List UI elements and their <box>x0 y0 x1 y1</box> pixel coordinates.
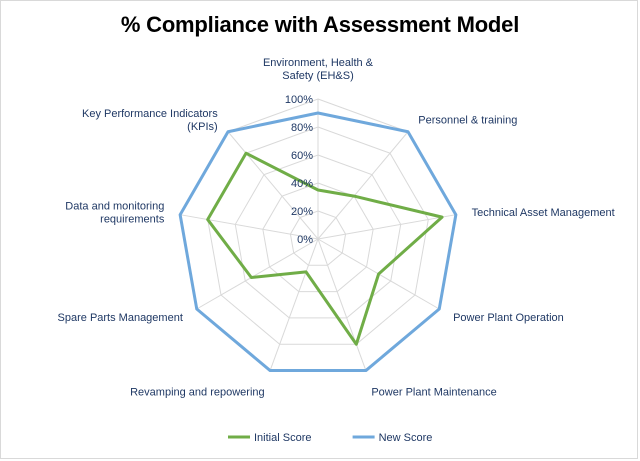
series-line-new-score <box>178 111 458 373</box>
category-label: Personnel & training <box>418 114 517 126</box>
grid-spoke <box>317 214 456 240</box>
tick-label: 60% <box>291 150 313 162</box>
grid-ring <box>289 210 347 266</box>
tick-label: 20% <box>291 206 313 218</box>
category-label: Technical Asset Management <box>472 207 615 219</box>
category-label: Spare Parts Management <box>58 312 183 324</box>
grid-spoke <box>317 238 367 371</box>
tick-label: 100% <box>285 94 313 106</box>
tick-label: 0% <box>297 234 313 246</box>
tick-label: 80% <box>291 122 313 134</box>
category-label: Environment, Health & Safety (EH&S) <box>263 57 374 82</box>
legend-label: New Score <box>379 432 433 444</box>
grid-spoke <box>180 214 319 240</box>
grid-spoke <box>317 131 409 240</box>
grid-ring <box>234 154 402 319</box>
series-line-initial-score <box>206 151 444 346</box>
category-label: Revamping and repowering <box>130 387 265 399</box>
category-label: Power Plant Maintenance <box>371 387 496 399</box>
legend-label: Initial Score <box>254 432 311 444</box>
grid-spoke <box>196 238 319 310</box>
chart-title: % Compliance with Assessment Model <box>120 12 520 37</box>
category-label: Power Plant Operation <box>453 312 564 324</box>
grid-spoke <box>269 238 319 371</box>
category-label: Key Performance Indicators (KPIs) <box>82 108 218 133</box>
tick-label: 40% <box>291 178 313 190</box>
grid-spoke <box>227 131 319 240</box>
category-label: Data and monitoring requirements <box>65 200 165 225</box>
